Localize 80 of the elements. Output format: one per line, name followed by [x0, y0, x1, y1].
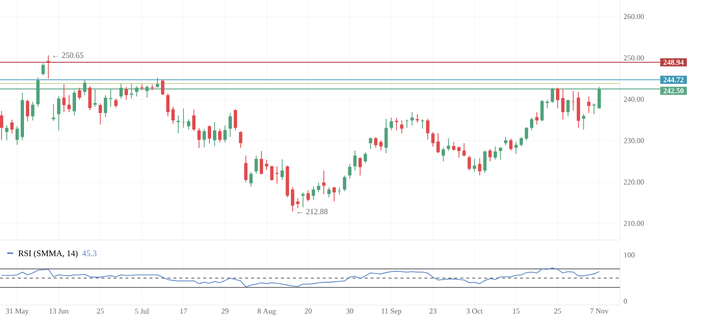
candlestick: [348, 163, 352, 180]
candlestick: [322, 170, 326, 194]
candlestick: [400, 120, 404, 134]
candlestick: [582, 113, 586, 130]
candlestick: [249, 172, 253, 188]
annotation: ← 212.88: [298, 208, 328, 214]
candlestick: [182, 108, 186, 128]
candlestick: [166, 93, 170, 117]
candlestick: [192, 109, 196, 132]
candlestick: [509, 138, 513, 152]
candlestick: [26, 99, 30, 122]
candlestick: [98, 103, 102, 125]
candlestick: [498, 146, 502, 160]
candlestick: [446, 138, 450, 152]
candlestick: [478, 158, 482, 176]
candlestick: [462, 142, 466, 157]
candlestick: [390, 117, 393, 131]
candlestick: [5, 124, 8, 141]
candlestick: [306, 190, 310, 202]
candlestick: [410, 112, 414, 126]
candlestick: [587, 96, 590, 114]
candlestick: [520, 136, 523, 147]
candlestick: [494, 146, 497, 160]
candlestick: [212, 122, 216, 146]
candlestick: [208, 124, 212, 144]
candlestick: [202, 128, 206, 148]
candlestick: [260, 150, 264, 176]
candlestick: [364, 152, 368, 164]
candlestick: [124, 86, 128, 100]
candlestick: [436, 132, 440, 154]
candlestick: [483, 150, 487, 174]
legend-label: RSI (SMMA, 14): [18, 250, 78, 258]
candlestick: [442, 146, 445, 162]
candlestick: [535, 112, 539, 125]
candlestick: [62, 84, 66, 113]
candlestick: [426, 118, 430, 140]
candlestick: [566, 99, 570, 117]
candlestick: [186, 118, 190, 130]
candlestick: [472, 158, 476, 172]
candlestick: [342, 175, 346, 192]
candlestick: [264, 159, 268, 170]
annotation: 45.3: [82, 250, 96, 256]
candlestick: [228, 112, 232, 138]
candlestick: [431, 132, 435, 147]
candlestick: [234, 108, 238, 131]
candlestick: [0, 110, 4, 140]
candlestick: [358, 156, 362, 176]
candlestick: [576, 91, 580, 128]
annotation: ← 250.65: [53, 52, 84, 58]
candlestick: [572, 90, 575, 111]
candlestick: [67, 94, 71, 113]
candlestick: [280, 158, 284, 180]
candlestick: [405, 119, 409, 128]
candlestick: [530, 117, 534, 131]
candlestick: [238, 130, 242, 148]
candlestick: [332, 186, 336, 202]
candlestick: [88, 86, 92, 110]
candlestick: [114, 98, 118, 108]
candlestick: [254, 155, 258, 174]
candlestick: [57, 96, 60, 131]
candlestick: [244, 155, 248, 182]
candlestick: [374, 136, 378, 148]
candlestick: [275, 166, 279, 184]
candlestick: [161, 79, 164, 96]
candlestick: [31, 101, 34, 121]
candlestick: [171, 106, 175, 124]
candlestick: [223, 124, 227, 143]
candlestick: [312, 186, 316, 200]
candlestick: [104, 94, 108, 118]
candlestick: [384, 118, 388, 154]
candlestick: [592, 103, 596, 115]
candlestick: [468, 155, 471, 171]
candlestick: [41, 62, 45, 76]
candlestick: [218, 128, 222, 143]
candlestick: [353, 150, 357, 171]
candlestick: [270, 165, 274, 182]
candlestick: [78, 87, 82, 100]
candlestick: [197, 127, 201, 149]
candlestick: [46, 54, 50, 80]
candlestick: [540, 100, 544, 122]
